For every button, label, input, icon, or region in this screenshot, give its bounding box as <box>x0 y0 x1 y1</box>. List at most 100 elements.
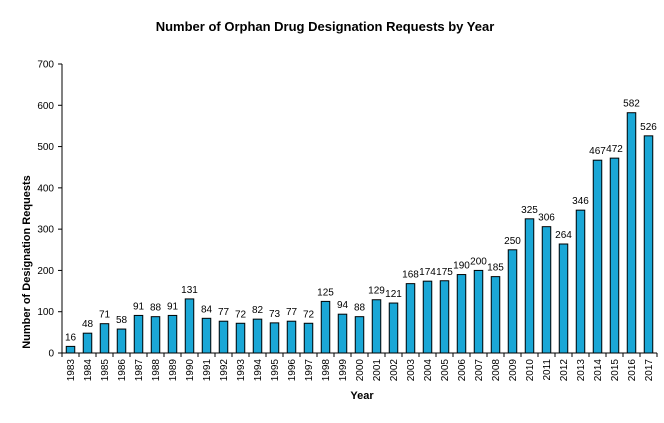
x-tick-label-2005: 2005 <box>440 359 451 382</box>
y-tick-label: 700 <box>37 60 54 71</box>
bar-1989 <box>167 314 178 354</box>
x-tick-label-2003: 2003 <box>406 359 417 382</box>
x-tick-label-2006: 2006 <box>457 359 468 382</box>
bar-1996 <box>286 320 297 354</box>
bar-2013 <box>575 209 586 354</box>
bar-1994 <box>252 318 263 354</box>
data-label-1995: 73 <box>269 309 281 320</box>
bar-1990 <box>184 298 195 354</box>
x-tick-label-2001: 2001 <box>372 359 383 382</box>
bar-2009 <box>507 249 518 354</box>
data-label-2002: 121 <box>385 289 402 300</box>
data-label-1985: 71 <box>99 310 111 321</box>
bar-2002 <box>388 302 399 354</box>
x-tick-label-1996: 1996 <box>287 359 298 382</box>
x-tick-label-1994: 1994 <box>253 359 264 382</box>
y-tick-label: 400 <box>37 183 54 194</box>
data-label-1998: 125 <box>317 287 334 298</box>
data-label-2008: 185 <box>487 263 504 274</box>
data-label-1999: 94 <box>337 300 349 311</box>
x-tick-label-1992: 1992 <box>219 359 230 382</box>
x-tick-label-1997: 1997 <box>304 359 315 382</box>
data-label-2007: 200 <box>470 256 487 267</box>
data-label-1992: 77 <box>218 307 230 318</box>
x-tick-label-1985: 1985 <box>100 359 111 382</box>
data-label-2016: 582 <box>623 99 640 110</box>
x-tick-label-2010: 2010 <box>525 359 536 382</box>
bar-1991 <box>201 317 212 354</box>
x-tick-label-1984: 1984 <box>83 359 94 382</box>
data-label-1991: 84 <box>201 304 213 315</box>
bar-1998 <box>320 300 331 354</box>
bar-1997 <box>303 322 314 354</box>
bar-2000 <box>354 316 365 354</box>
axes <box>61 64 657 354</box>
x-tick-label-1988: 1988 <box>151 359 162 382</box>
data-label-1990: 131 <box>181 285 198 296</box>
x-tick-label-1998: 1998 <box>321 359 332 382</box>
data-label-2000: 88 <box>354 303 366 314</box>
bar-1992 <box>218 320 229 354</box>
x-tick-label-1989: 1989 <box>168 359 179 382</box>
y-tick-label: 600 <box>37 101 54 112</box>
bar-2011 <box>541 226 552 354</box>
data-label-2005: 175 <box>436 267 453 278</box>
y-tick-label: 300 <box>37 225 54 236</box>
x-tick-label-1986: 1986 <box>117 359 128 382</box>
data-label-2004: 174 <box>419 267 436 278</box>
bar-1993 <box>235 322 246 354</box>
data-label-1984: 48 <box>82 319 94 330</box>
x-tick-label-2008: 2008 <box>491 359 502 382</box>
y-axis-ticks: 0 100 200 300 400 500 600 700 <box>37 60 62 360</box>
y-tick-label: 0 <box>48 349 54 360</box>
x-tick-label-1987: 1987 <box>134 359 145 382</box>
data-label-1997: 72 <box>303 309 315 320</box>
x-tick-label-2002: 2002 <box>389 359 400 382</box>
data-label-2017: 526 <box>640 122 657 133</box>
data-label-1996: 77 <box>286 307 298 318</box>
bar-1983 <box>65 345 76 354</box>
data-label-1994: 82 <box>252 305 264 316</box>
bar-1995 <box>269 322 280 354</box>
x-tick-label-2012: 2012 <box>559 359 570 382</box>
x-tick-label-1999: 1999 <box>338 359 349 382</box>
x-tick-label-2015: 2015 <box>610 359 621 382</box>
bar-2012 <box>558 243 569 354</box>
data-label-2015: 472 <box>606 144 623 155</box>
x-axis-ticks: 1983 1984 1985 1986 1987 1988 1989 1990 1991 1992… <box>61 353 658 382</box>
data-label-1983: 16 <box>65 332 77 343</box>
bar-2004 <box>422 280 433 354</box>
x-tick-label-2016: 2016 <box>627 359 638 382</box>
bar-2005 <box>439 280 450 354</box>
data-label-2014: 467 <box>589 146 606 157</box>
data-label-2011: 306 <box>538 213 555 224</box>
bar-2014 <box>592 159 603 354</box>
data-label-1988: 88 <box>150 303 162 314</box>
bar-2010 <box>524 218 535 354</box>
bar-2003 <box>405 283 416 354</box>
data-label-2012: 264 <box>555 230 572 241</box>
data-label-1986: 58 <box>116 315 128 326</box>
data-label-2013: 346 <box>572 196 589 207</box>
data-label-1993: 72 <box>235 309 247 320</box>
bar-2006 <box>456 274 467 354</box>
x-tick-label-2004: 2004 <box>423 359 434 382</box>
y-tick-label: 500 <box>37 142 54 153</box>
data-label-2009: 250 <box>504 236 521 247</box>
x-tick-label-2009: 2009 <box>508 359 519 382</box>
data-label-1987: 91 <box>133 301 145 312</box>
bar-1987 <box>133 314 144 354</box>
x-tick-label-2011: 2011 <box>542 359 553 381</box>
x-tick-label-1991: 1991 <box>202 359 213 382</box>
bar-2015 <box>609 157 620 354</box>
data-label-2003: 168 <box>402 270 419 281</box>
y-axis-label: Number of Designation Requests <box>21 175 33 349</box>
data-label-2006: 190 <box>453 261 470 272</box>
bar-1986 <box>116 328 127 354</box>
bar-2016 <box>626 112 637 354</box>
x-tick-label-2014: 2014 <box>593 359 604 382</box>
x-tick-label-1990: 1990 <box>185 359 196 382</box>
data-label-2010: 325 <box>521 205 538 216</box>
